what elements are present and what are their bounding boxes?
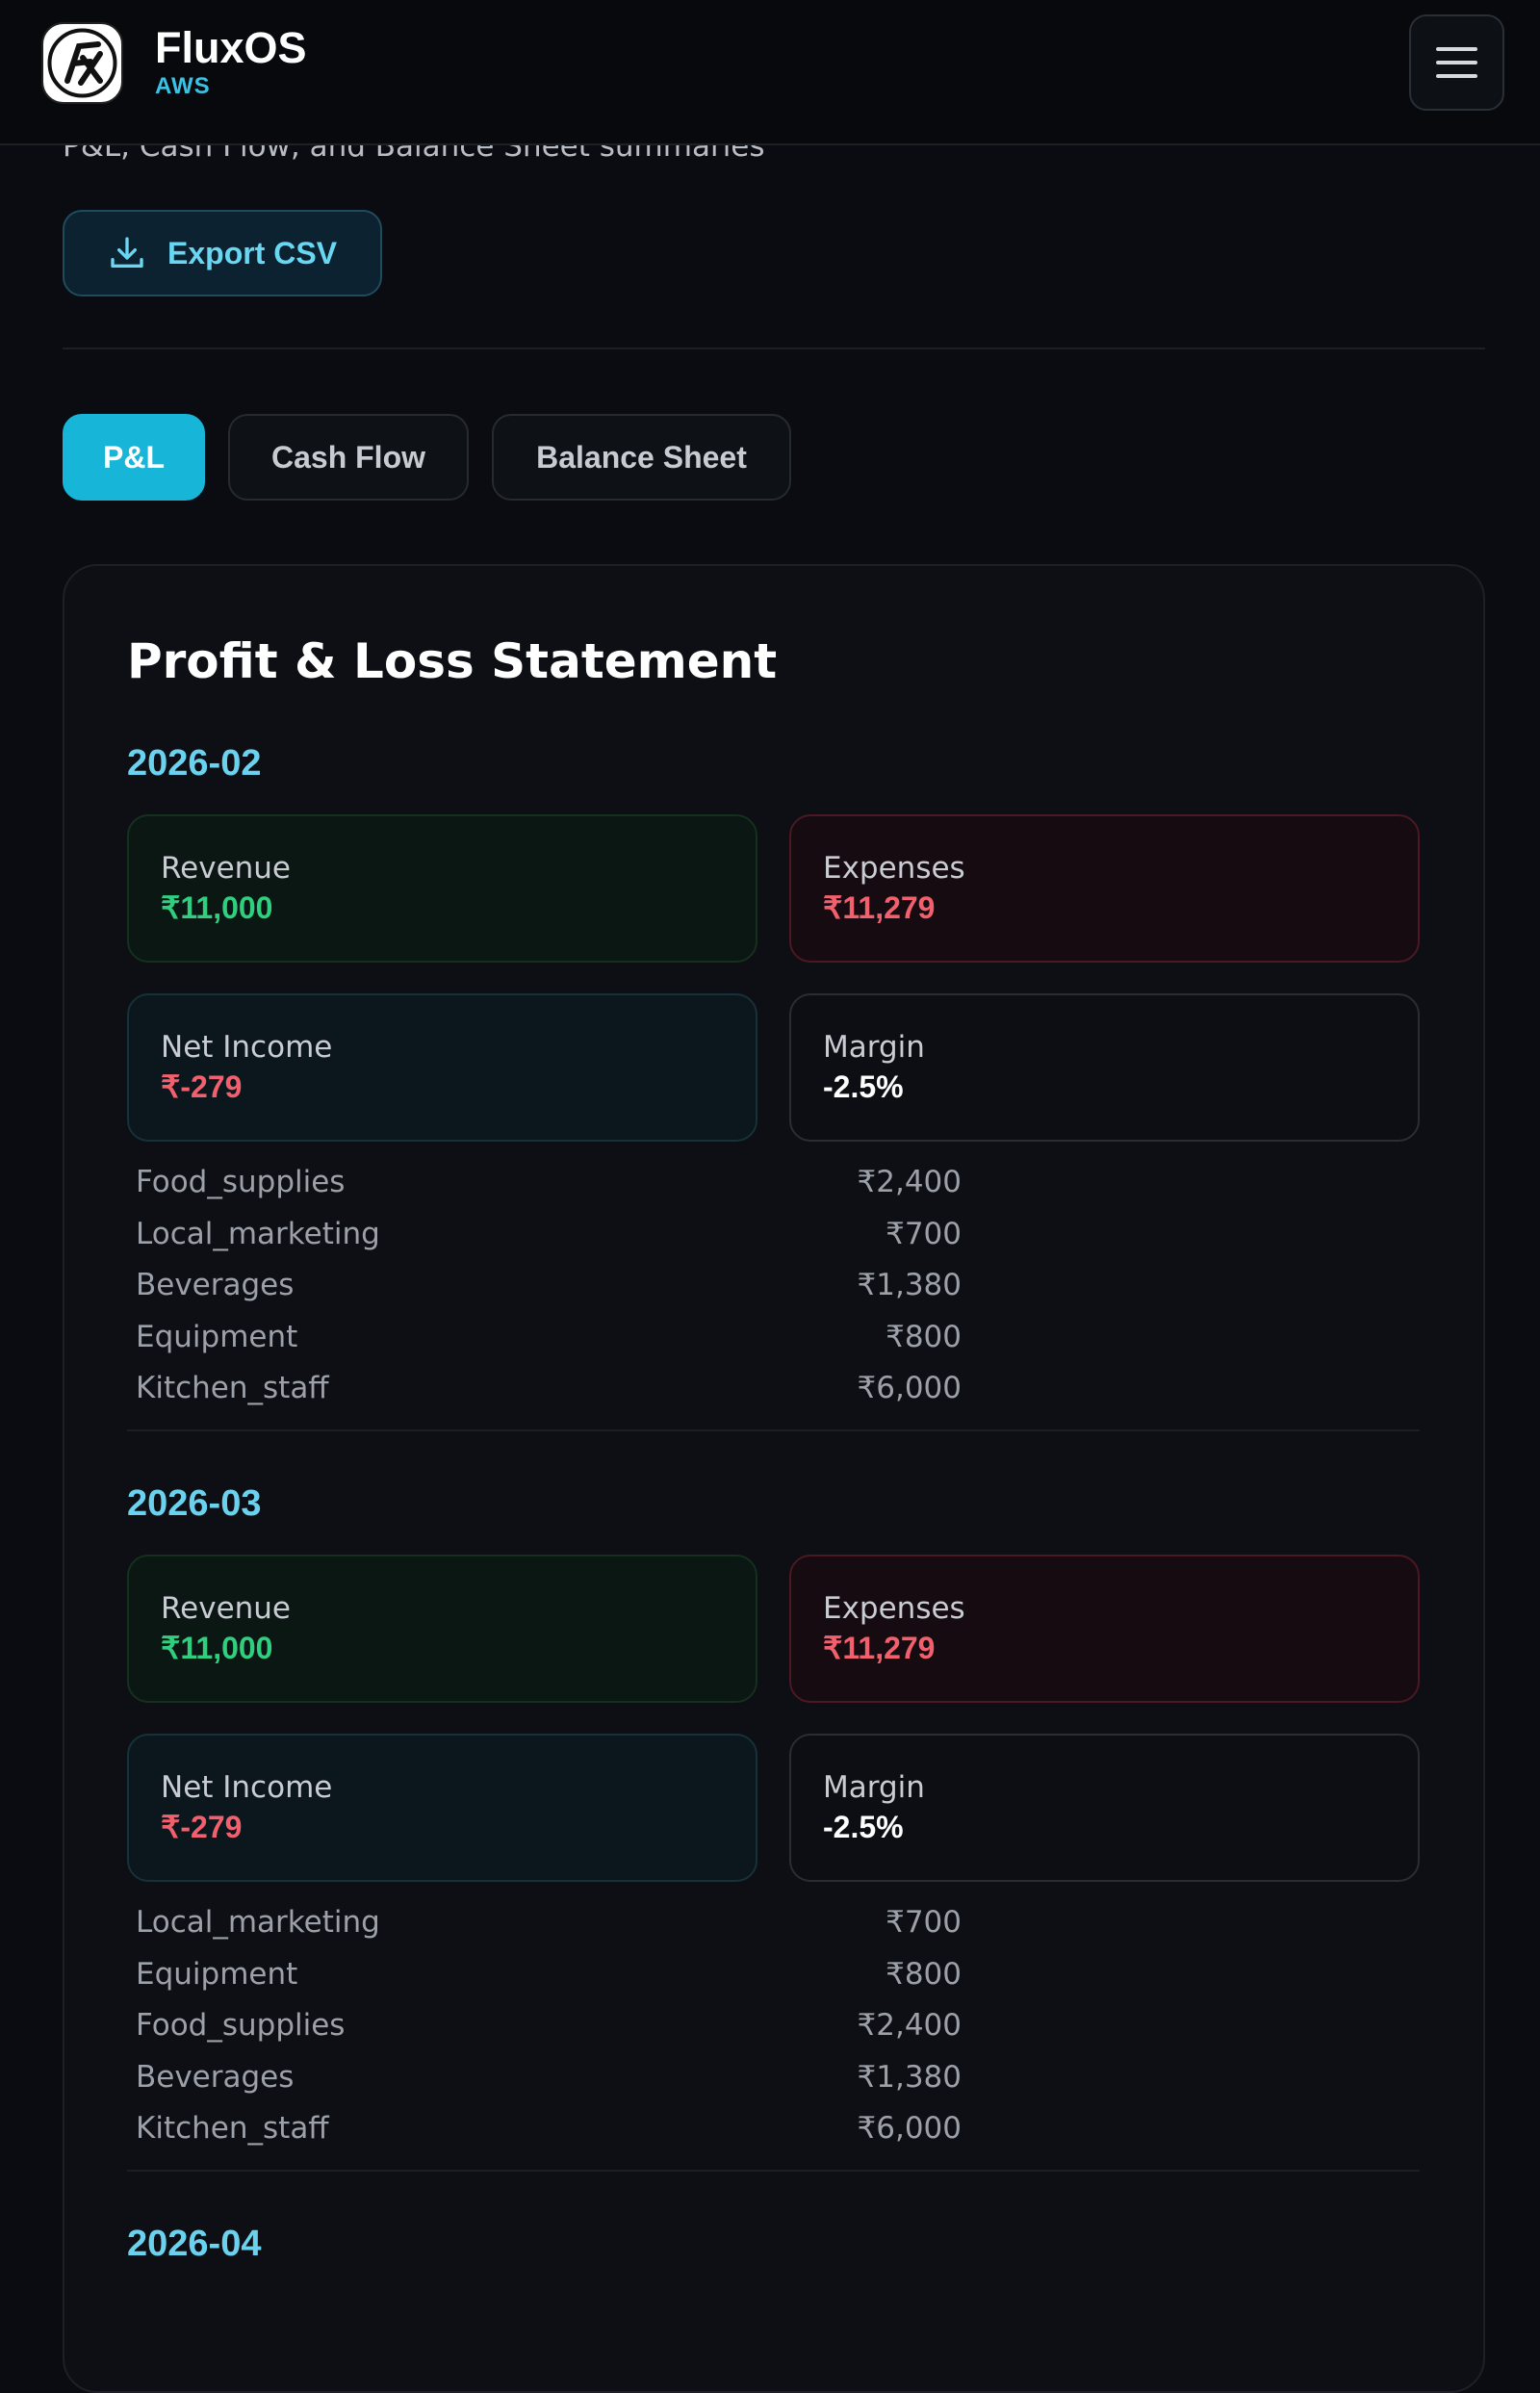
line-item-name: Equipment [136, 1956, 298, 1992]
metric-card: Margin -2.5% [789, 993, 1420, 1142]
metric-card: Net Income ₹-279 [127, 1734, 757, 1882]
line-item-name: Kitchen_staff [136, 1371, 329, 1406]
line-item-amount: ₹2,400 [857, 2008, 962, 2044]
line-item-name: Local_marketing [136, 1216, 380, 1251]
period-heading: 2026-04 [127, 2224, 262, 2264]
export-label: Export CSV [167, 235, 338, 270]
metric-value: ₹11,279 [823, 890, 936, 925]
metric-value: ₹-279 [161, 1069, 243, 1104]
brand: FluxOS [155, 23, 307, 72]
line-item-amount: ₹1,380 [857, 1268, 962, 1303]
metric-label: Expenses [823, 1591, 965, 1626]
metric-label: Revenue [161, 851, 292, 886]
menu-icon [1436, 47, 1477, 78]
line-item-name: Kitchen_staff [136, 2111, 329, 2147]
export-button[interactable]: Export CSV [63, 210, 382, 296]
metric-label: Expenses [823, 851, 965, 886]
metric-card: Expenses ₹11,279 [789, 814, 1420, 963]
line-item-name: Beverages [136, 2059, 295, 2095]
separator [127, 1429, 1420, 1431]
environment: AWS [155, 73, 211, 99]
logo[interactable] [40, 21, 124, 105]
metric-value: ₹-279 [161, 1810, 243, 1844]
metric-value: ₹11,000 [161, 890, 273, 925]
statement-title: Profit & Loss Statement [127, 633, 778, 689]
line-item-amount: ₹700 [886, 1216, 962, 1251]
separator [127, 2170, 1420, 2172]
header: FluxOS AWS [0, 0, 1540, 145]
metric-label: Net Income [161, 1030, 333, 1065]
period-heading: 2026-03 [127, 1483, 262, 1524]
metric-label: Revenue [161, 1591, 292, 1626]
line-item-amount: ₹700 [886, 1905, 962, 1940]
line-item-name: Local_marketing [136, 1905, 380, 1940]
line-item-amount: ₹1,380 [857, 2059, 962, 2095]
line-item-amount: ₹6,000 [857, 2111, 962, 2147]
line-item-amount: ₹2,400 [857, 1165, 962, 1199]
line-item-amount: ₹800 [886, 1956, 962, 1992]
divider [63, 347, 1485, 349]
metric-label: Net Income [161, 1770, 333, 1805]
line-item-name: Food_supplies [136, 1165, 346, 1199]
tab[interactable]: P&L [63, 414, 205, 501]
metric-value: ₹11,279 [823, 1631, 936, 1665]
metric-card: Margin -2.5% [789, 1734, 1420, 1882]
line-item-name: Beverages [136, 1268, 295, 1303]
tab[interactable]: Balance Sheet [492, 414, 791, 501]
metric-card: Revenue ₹11,000 [127, 814, 757, 963]
line-item-name: Food_supplies [136, 2008, 346, 2044]
download-icon [111, 237, 143, 268]
line-item-amount: ₹6,000 [857, 1371, 962, 1406]
line-item-amount: ₹800 [886, 1319, 962, 1354]
tab[interactable]: Cash Flow [228, 414, 469, 501]
metric-label: Margin [823, 1770, 925, 1805]
menu-button[interactable] [1409, 14, 1504, 111]
metric-label: Margin [823, 1030, 925, 1065]
metric-card: Net Income ₹-279 [127, 993, 757, 1142]
metric-value: ₹11,000 [161, 1631, 273, 1665]
period-heading: 2026-02 [127, 743, 262, 784]
line-item-name: Equipment [136, 1319, 298, 1354]
metric-value: -2.5% [823, 1810, 904, 1844]
metric-card: Expenses ₹11,279 [789, 1555, 1420, 1703]
metric-value: -2.5% [823, 1069, 904, 1104]
metric-card: Revenue ₹11,000 [127, 1555, 757, 1703]
